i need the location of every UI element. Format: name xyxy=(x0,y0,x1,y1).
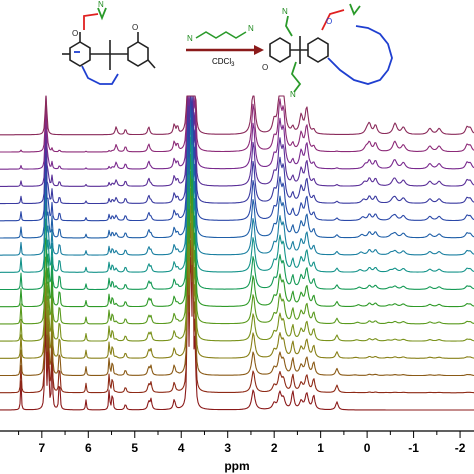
x-tick-label: -2 xyxy=(455,441,466,455)
spectrum-trace xyxy=(0,95,474,170)
spectrum-trace xyxy=(0,95,474,153)
spectrum-trace xyxy=(0,95,474,273)
x-tick-label: 2 xyxy=(271,441,278,455)
atom-label-o: O xyxy=(262,63,268,72)
reaction-scheme: O O N N N CDCl3 N N O O xyxy=(62,0,393,99)
spectrum-trace xyxy=(0,117,474,325)
spectrum-trace xyxy=(0,95,474,205)
spectrum-trace xyxy=(0,135,474,342)
reagent-n-right: N xyxy=(248,24,254,33)
spectrum-trace xyxy=(0,95,474,239)
reaction-arrow-head xyxy=(254,45,264,55)
atom-label-n: N xyxy=(290,90,296,99)
x-tick-label: 7 xyxy=(38,441,45,455)
complex-molecule-drawing: N N O O xyxy=(262,3,393,99)
reagent-n-left: N xyxy=(187,34,193,43)
x-axis-title: ppm xyxy=(224,459,249,473)
solvent-label: CDCl3 xyxy=(212,57,235,68)
spectrum-trace xyxy=(0,95,474,187)
spectrum-trace xyxy=(0,169,474,377)
spectrum-trace xyxy=(0,95,474,256)
spectrum-trace xyxy=(0,95,474,222)
spectrum-trace xyxy=(0,95,474,136)
x-axis-ticks: 7 6 5 4 3 2 1 0 -1 -2 xyxy=(18,431,466,455)
spectrum-trace xyxy=(0,152,474,359)
atom-label-n: N xyxy=(282,7,288,16)
spectrum-traces xyxy=(0,95,474,411)
atom-label-o: O xyxy=(326,17,332,26)
x-tick-label: 1 xyxy=(317,441,324,455)
spectrum-trace xyxy=(0,95,474,291)
atom-label-n: N xyxy=(98,0,104,9)
x-tick-label: 4 xyxy=(178,441,185,455)
x-tick-label: 5 xyxy=(131,441,138,455)
spectrum-trace xyxy=(0,203,474,411)
x-tick-label: -1 xyxy=(408,441,419,455)
reagent-and-arrow: N N CDCl3 xyxy=(186,24,264,68)
x-tick-label: 3 xyxy=(224,441,231,455)
x-tick-label: 6 xyxy=(85,441,92,455)
x-tick-label: 0 xyxy=(364,441,371,455)
spectrum-trace xyxy=(0,186,474,394)
atom-label-o: O xyxy=(132,23,138,32)
host-molecule-drawing: O O N xyxy=(62,0,156,85)
atom-label-o: O xyxy=(72,29,78,38)
spectrum-trace xyxy=(0,100,474,308)
